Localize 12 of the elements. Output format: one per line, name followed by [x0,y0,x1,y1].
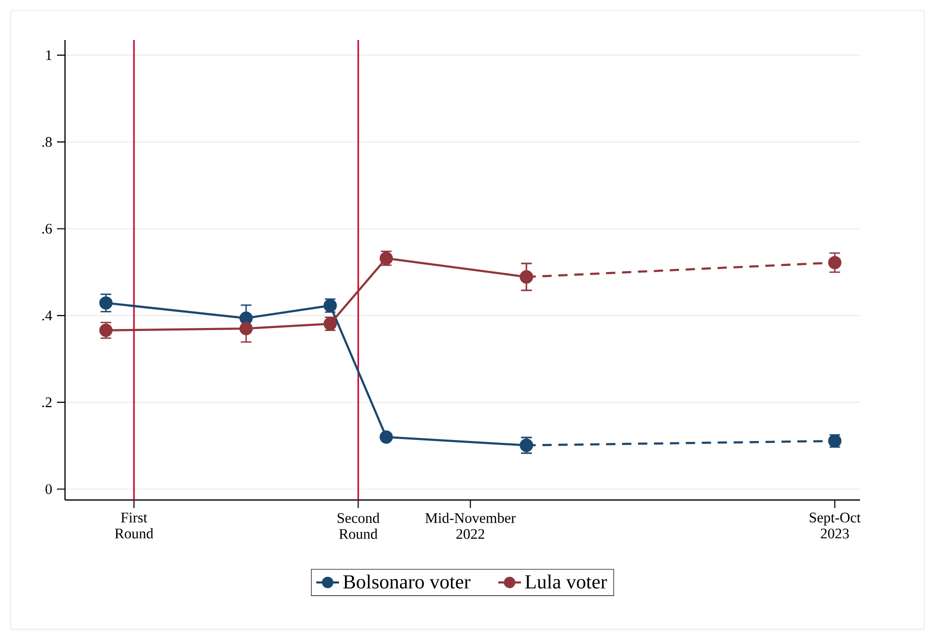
y-tick-label: 0 [46,484,52,494]
legend-label: Bolsonaro voter [343,574,470,589]
y-tick-label: .4 [42,310,52,320]
legend-label: Lula voter [525,574,607,589]
x-tick-label: First Round [114,512,154,538]
x-tick-label: Second Round [338,512,380,539]
y-tick-label: .2 [42,397,52,408]
x-tick-label: Mid-November 2022 [425,512,516,539]
y-tick-label: 1 [46,50,52,60]
x-tick-label: Sept-Oct 2023 [810,512,861,538]
y-tick-label: .6 [42,224,52,234]
y-tick-label: .8 [42,137,52,147]
